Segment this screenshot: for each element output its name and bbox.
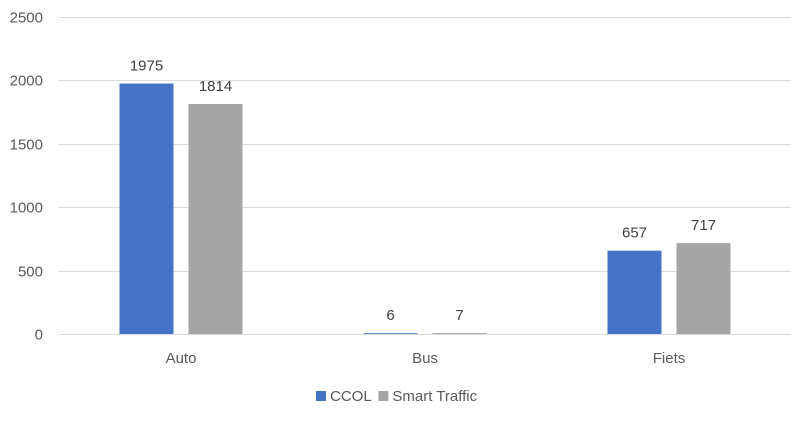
legend-swatch — [316, 391, 326, 401]
legend-label: Smart Traffic — [392, 388, 477, 405]
bar-auto-ccol — [119, 83, 174, 334]
y-tick-label: 2000 — [10, 73, 43, 90]
data-label: 7 — [455, 307, 463, 324]
bar-auto-smart-traffic — [188, 103, 243, 334]
data-labels: 1975 1814 6 7 657 717 — [130, 58, 716, 325]
bar-bus-smart-traffic — [432, 333, 487, 334]
x-tick-label: Auto — [166, 350, 197, 367]
y-axis-ticks: 0 500 1000 1500 2000 2500 — [10, 10, 43, 344]
legend-swatch — [378, 391, 389, 401]
data-label: 1814 — [199, 78, 232, 95]
bars — [119, 83, 731, 334]
x-axis-ticks: Auto Bus Fiets — [166, 350, 686, 367]
data-label: 657 — [622, 225, 647, 242]
legend: CCOL Smart Traffic — [316, 388, 478, 405]
y-tick-label: 1500 — [10, 137, 43, 154]
data-label: 6 — [386, 307, 394, 324]
x-tick-label: Fiets — [653, 350, 686, 367]
bar-bus-ccol — [363, 333, 418, 334]
x-tick-label: Bus — [412, 350, 438, 367]
y-tick-label: 0 — [35, 327, 43, 344]
y-tick-label: 2500 — [10, 10, 43, 27]
gridlines — [59, 17, 791, 335]
bar-fiets-ccol — [607, 250, 662, 334]
y-tick-label: 500 — [18, 264, 43, 281]
data-label: 1975 — [130, 58, 163, 75]
bar-fiets-smart-traffic — [676, 243, 731, 334]
y-tick-label: 1000 — [10, 200, 43, 217]
legend-label: CCOL — [330, 388, 372, 405]
data-label: 717 — [691, 217, 716, 234]
